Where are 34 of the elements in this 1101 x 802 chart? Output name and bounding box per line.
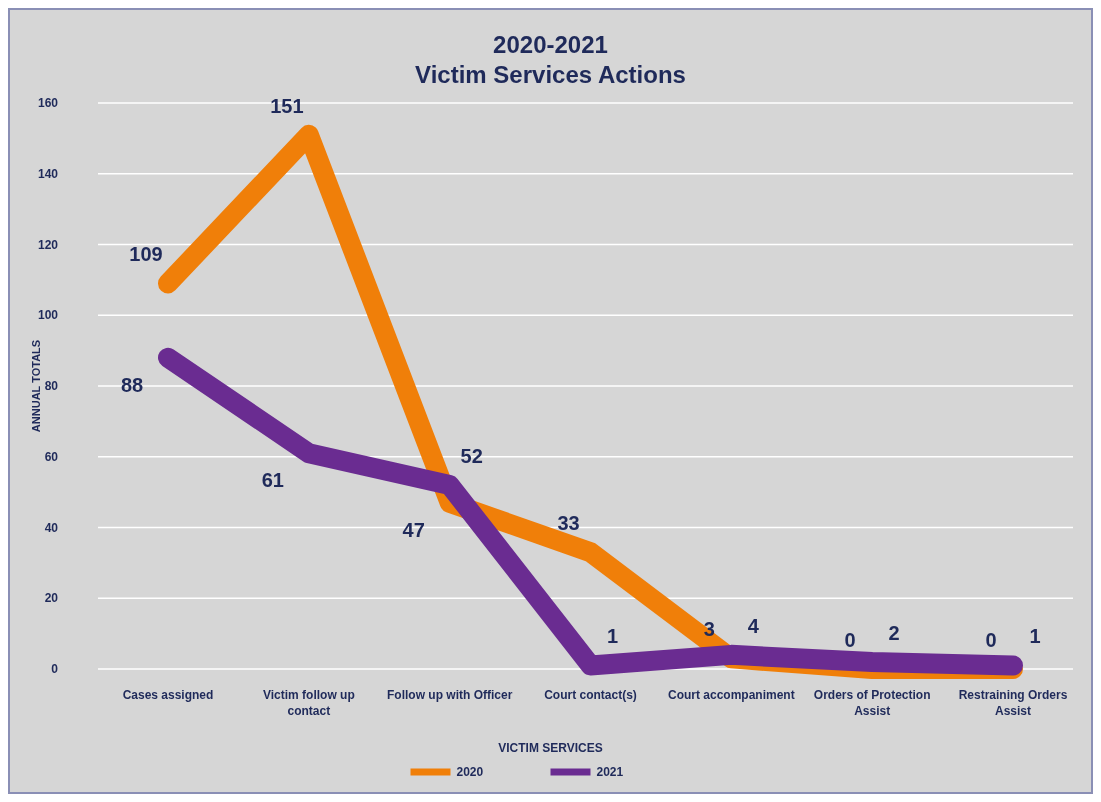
x-tick-label: Restraining Orders Assist — [958, 688, 1068, 718]
y-tick-label: 140 — [37, 166, 59, 181]
data-label: 151 — [270, 94, 304, 117]
x-axis-title: VICTIM SERVICES — [498, 741, 603, 755]
chart-title: 2020-2021 Victim Services Actions — [415, 31, 686, 88]
data-label: 1 — [1029, 625, 1041, 648]
x-tick-label: Court contact(s) — [544, 688, 637, 702]
data-label: 52 — [460, 445, 483, 468]
data-label: 1 — [606, 625, 619, 648]
y-tick-label: 120 — [37, 237, 59, 252]
y-tick-label: 40 — [44, 520, 59, 535]
y-tick-label: 80 — [44, 379, 59, 394]
x-tick-label: Orders of Protection Assist — [813, 688, 931, 718]
data-label: 0 — [985, 629, 997, 651]
y-tick-label: 20 — [44, 591, 59, 606]
data-label: 33 — [557, 512, 580, 535]
data-label: 61 — [261, 469, 284, 492]
data-label: 109 — [129, 243, 163, 266]
x-tick-label: Follow up with Officer — [387, 688, 513, 702]
data-label: 0 — [844, 629, 856, 651]
data-label: 2 — [888, 621, 900, 644]
y-tick-label: 0 — [51, 662, 59, 677]
data-label: 88 — [120, 373, 144, 396]
x-tick-label: Victim follow up contact — [262, 688, 355, 718]
y-axis-title: ANNUAL TOTALS — [30, 339, 42, 433]
y-tick-label: 160 — [37, 96, 59, 111]
legend-label: 2020 — [456, 765, 484, 780]
legend-label: 2021 — [596, 765, 624, 780]
x-tick-label: Court accompaniment — [667, 688, 795, 702]
data-label: 4 — [747, 614, 760, 637]
y-tick-label: 100 — [37, 308, 59, 323]
y-tick-label: 60 — [44, 449, 59, 464]
x-tick-label: Cases assigned — [122, 688, 214, 702]
data-label: 47 — [402, 518, 425, 541]
